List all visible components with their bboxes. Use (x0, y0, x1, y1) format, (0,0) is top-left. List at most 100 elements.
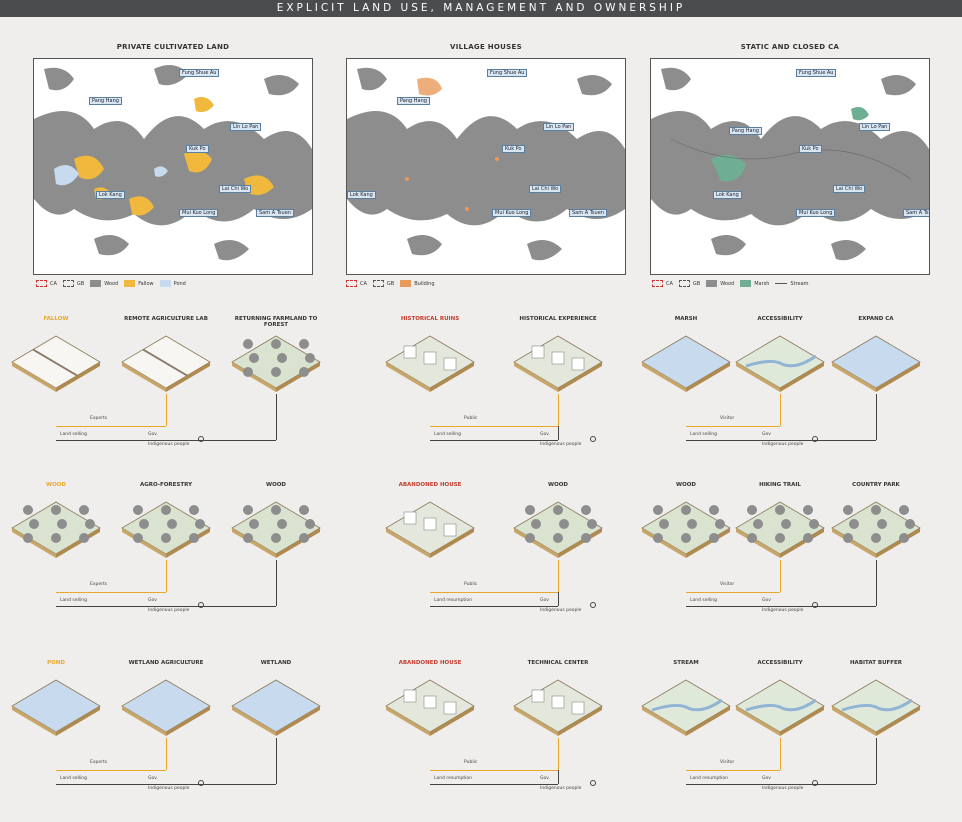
map-legend: CA GB Wood Marsh Stream (652, 280, 809, 287)
flow-gov-label: Gov (148, 776, 157, 781)
flow-action-label: Land selling (434, 432, 461, 437)
scenario-title: AGRO-FORESTRY (139, 482, 193, 488)
page-banner: EXPLICIT LAND USE, MANAGEMENT AND OWNERS… (0, 0, 962, 17)
person-icon (590, 436, 596, 442)
flow-line (876, 738, 877, 784)
place-label: Pang Hang (729, 127, 762, 135)
gb-swatch (372, 280, 384, 287)
map-graphic (347, 59, 625, 274)
place-label: Pang Hang (397, 97, 430, 105)
scenario-title: HIKING TRAIL (759, 482, 801, 488)
scenario-title: STREAM (673, 660, 699, 666)
flow-line (166, 394, 167, 426)
scenario-title: ACCESSIBILITY (757, 316, 803, 322)
flow-indigenous-label: Indigenous people (148, 786, 190, 791)
scenario-title: WOOD (46, 482, 66, 488)
place-label: Sam A Tsuen (569, 209, 607, 217)
flow-line (56, 770, 166, 771)
place-label: Sam A Tsuen (256, 209, 294, 217)
flow-line (166, 560, 167, 592)
scenario-title: RETURNING FARMLAND TO FOREST (234, 316, 318, 328)
fallow-swatch (124, 280, 136, 287)
flow-action-label: Land selling (690, 598, 717, 603)
map-legend: CA GB Wood Fallow Pond (36, 280, 186, 287)
flow-gov-label: Gov (148, 432, 157, 437)
flow-gov-label: Gov (762, 776, 771, 781)
flow-indigenous-label: Indigenous people (762, 608, 804, 613)
ca-swatch (652, 280, 663, 287)
person-icon (812, 436, 818, 442)
place-label: Kuk Po (799, 145, 822, 153)
scenario-title: REMOTE AGRICULTURE LAB (124, 316, 208, 322)
flow-line (276, 394, 277, 440)
flow-actor-label: Visitor (720, 760, 735, 765)
flow-line (876, 560, 877, 606)
building-swatch (400, 280, 412, 287)
marsh-swatch (740, 280, 752, 287)
isometric-tile (121, 501, 211, 558)
flow-line (686, 770, 780, 771)
place-label: Lai Chi Wo (529, 185, 562, 193)
isometric-tile (513, 501, 603, 558)
person-icon (812, 780, 818, 786)
person-icon (198, 780, 204, 786)
map-legend: CA GB Building (346, 280, 435, 287)
scenario-title: HISTORICAL EXPERIENCE (519, 316, 597, 322)
wood-swatch (90, 280, 102, 287)
isometric-tile (385, 679, 475, 736)
place-label: Lok Kang (713, 191, 742, 199)
flow-gov-label: Gov (762, 432, 771, 437)
flow-line (276, 560, 277, 606)
scenario-title: TECHNICAL CENTER (527, 660, 589, 666)
flow-indigenous-label: Indigenous people (540, 608, 582, 613)
place-label: Lai Chi Wo (219, 185, 252, 193)
flow-line (56, 592, 166, 593)
flow-line (686, 606, 876, 607)
flow-actor-label: Public (464, 582, 478, 587)
flow-indigenous-label: Indigenous people (762, 786, 804, 791)
flow-actor-label: Experts (90, 416, 108, 421)
isometric-tile (735, 679, 825, 736)
map-title-houses: VILLAGE HOUSES (450, 43, 522, 51)
place-label: Lin Lo Pan (230, 123, 262, 131)
flow-action-label: Land selling (690, 432, 717, 437)
person-icon (590, 780, 596, 786)
map-village-houses: Fung Shue Au Pang Hang Lin Lo Pan Kuk Po… (346, 58, 626, 275)
flow-actor-label: Experts (90, 760, 108, 765)
flow-line (430, 606, 558, 607)
scenario-title: POND (47, 660, 65, 666)
isometric-tile (641, 501, 731, 558)
scenario-title: WOOD (266, 482, 286, 488)
flow-line (558, 738, 559, 770)
flow-line (686, 592, 780, 593)
flow-indigenous-label: Indigenous people (148, 608, 190, 613)
flow-line (686, 784, 876, 785)
scenario-title: MARSH (674, 316, 698, 322)
isometric-tile (831, 335, 921, 392)
flow-line (56, 606, 276, 607)
flow-indigenous-label: Indigenous people (762, 442, 804, 447)
flow-actor-label: Visitor (720, 416, 735, 421)
person-icon (812, 602, 818, 608)
isometric-tile (385, 335, 475, 392)
pond-swatch (159, 280, 171, 287)
scenario-title: WOOD (548, 482, 568, 488)
person-icon (198, 436, 204, 442)
isometric-tile (121, 335, 211, 392)
ca-swatch (36, 280, 47, 287)
stream-swatch (775, 283, 788, 284)
ca-swatch (346, 280, 357, 287)
flow-line (276, 738, 277, 784)
flow-line (780, 738, 781, 770)
flow-gov-label: Gov (540, 598, 549, 603)
flow-action-label: Land resumption (434, 776, 472, 781)
flow-line (430, 426, 558, 427)
isometric-tile (831, 679, 921, 736)
flow-gov-label: Gov (540, 776, 549, 781)
place-label: Sam A Tsuen (903, 209, 929, 217)
place-label: Mui Kuo Long (796, 209, 836, 217)
scenario-title: ABANDONED HOUSE (398, 482, 462, 488)
scenario-title: HABITAT BUFFER (849, 660, 903, 666)
flow-line (56, 440, 276, 441)
isometric-tile (231, 501, 321, 558)
